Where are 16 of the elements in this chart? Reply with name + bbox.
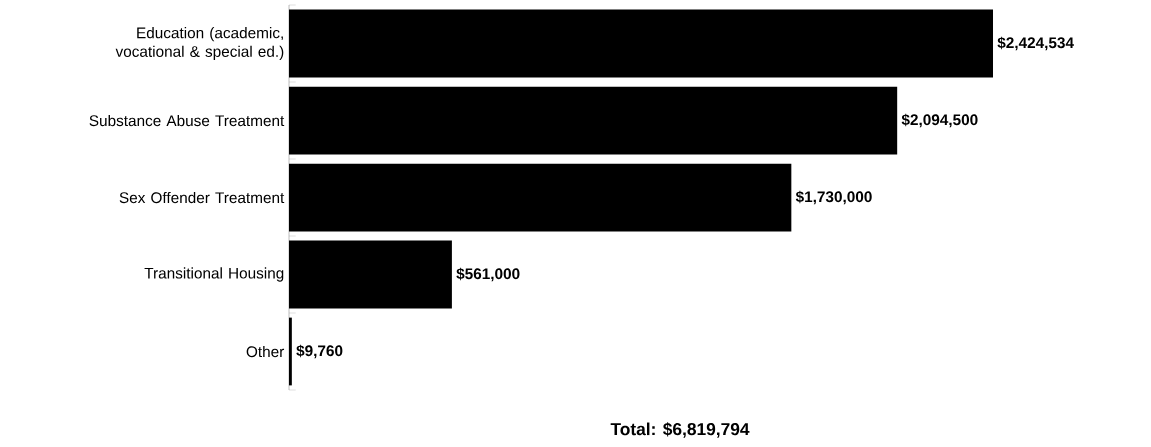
bar <box>289 9 994 78</box>
bar <box>289 240 452 309</box>
data-label: $2,424,534 <box>997 36 1074 51</box>
bar <box>289 317 292 386</box>
data-label: $9,760 <box>296 344 343 359</box>
bar <box>289 163 792 232</box>
y-tick-label: Education (academic, vocational & special ed.) <box>115 27 284 60</box>
text: Total: $6,819,794 <box>610 422 750 438</box>
bar <box>289 86 898 155</box>
y-tick-label: Other <box>246 345 285 358</box>
data-label: $2,094,500 <box>901 113 978 128</box>
data-label: $561,000 <box>456 267 520 282</box>
y-tick-label: Transitional Housing <box>144 267 284 282</box>
y-tick-label: Substance Abuse Treatment <box>89 114 285 127</box>
data-label: $1,730,000 <box>795 190 872 205</box>
y-tick-label: Sex Offender Treatment <box>119 191 285 204</box>
